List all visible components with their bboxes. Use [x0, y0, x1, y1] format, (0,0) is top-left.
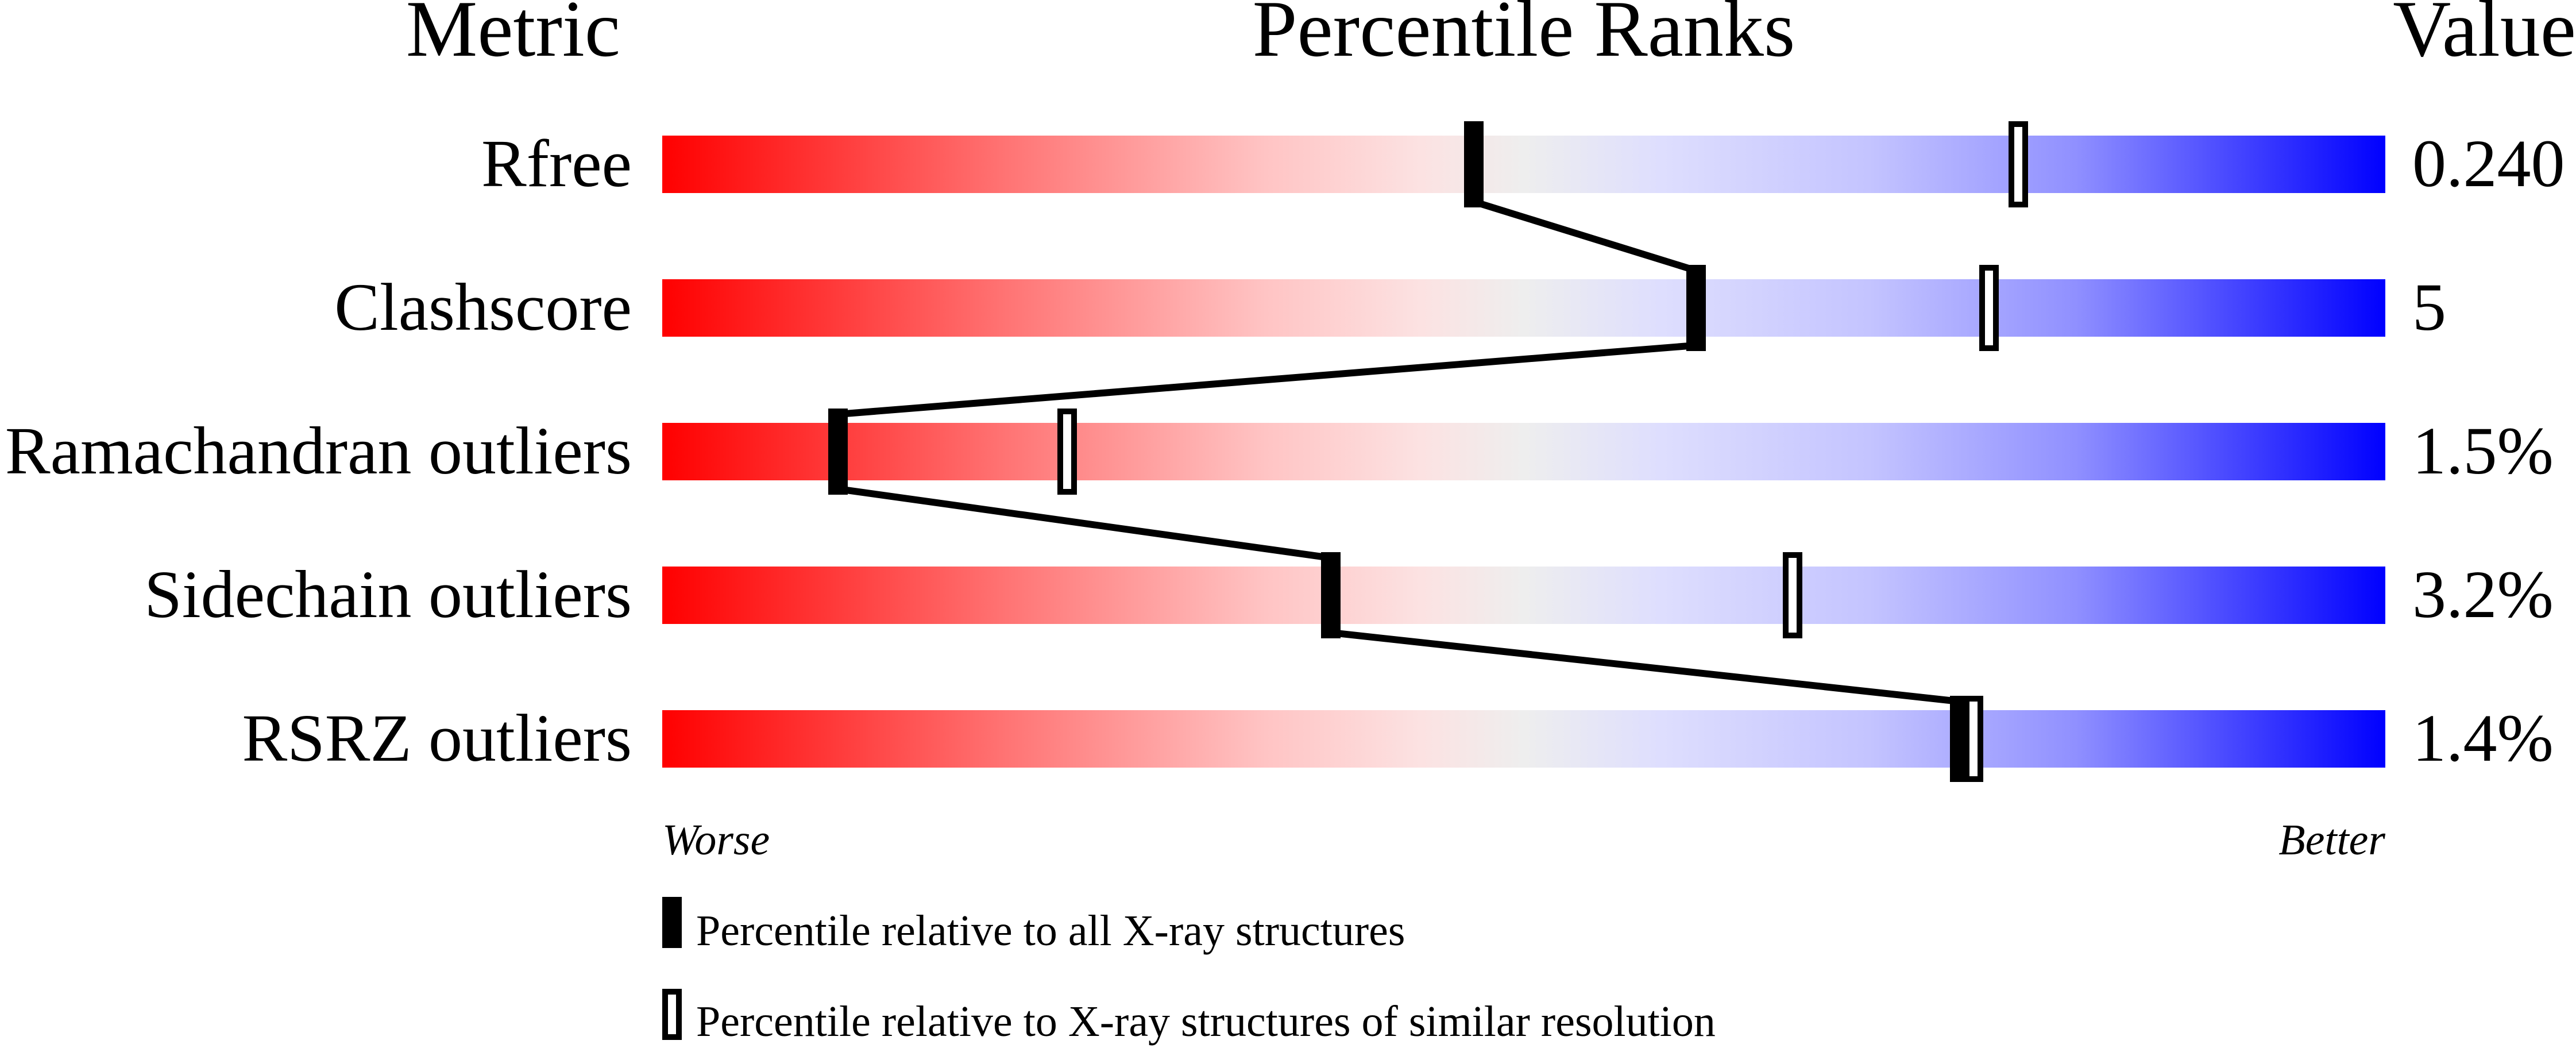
legend-label-similar: Percentile relative to X-ray structures … [696, 997, 1716, 1046]
connector-line [837, 342, 1697, 418]
similar-resolution-percentile-marker [1783, 552, 1802, 638]
all-structures-percentile-marker [828, 409, 848, 495]
header-metric: Metric [406, 0, 620, 74]
header-percentile-ranks: Percentile Ranks [1253, 0, 1795, 74]
metric-value: 0.240 [2412, 126, 2565, 201]
all-structures-percentile-marker [1464, 121, 1484, 207]
all-structures-percentile-marker [1686, 265, 1706, 351]
percentile-bar [662, 136, 2385, 193]
metric-value: 1.4% [2412, 700, 2554, 776]
metric-label: Clashscore [334, 269, 632, 345]
axis-label-worse: Worse [662, 816, 770, 864]
similar-resolution-percentile-marker [1057, 409, 1077, 495]
axis-label-better: Better [2278, 816, 2385, 864]
metric-label: Sidechain outliers [144, 557, 632, 632]
metric-value: 3.2% [2412, 557, 2554, 632]
connector-line [1473, 198, 1697, 274]
metric-value: 1.5% [2412, 413, 2554, 488]
header-value: Value [2393, 0, 2576, 74]
metric-label: RSRZ outliers [242, 700, 632, 776]
legend-open-marker [662, 989, 682, 1040]
connector-line [1330, 629, 1960, 705]
legend-label-all: Percentile relative to all X-ray structu… [696, 907, 1405, 955]
similar-resolution-percentile-marker [1979, 265, 1999, 351]
connector-line [837, 486, 1331, 561]
percentile-bar [662, 567, 2385, 624]
metric-label: Ramachandran outliers [5, 413, 632, 488]
all-structures-percentile-marker [1321, 552, 1341, 638]
legend-filled-marker [662, 897, 682, 948]
percentile-bar [662, 423, 2385, 480]
similar-resolution-percentile-marker [2009, 121, 2028, 207]
percentile-bar [662, 710, 2385, 768]
metric-label: Rfree [481, 126, 632, 201]
percentile-bar [662, 279, 2385, 337]
all-structures-percentile-marker [1950, 696, 1969, 782]
metric-value: 5 [2412, 269, 2446, 345]
